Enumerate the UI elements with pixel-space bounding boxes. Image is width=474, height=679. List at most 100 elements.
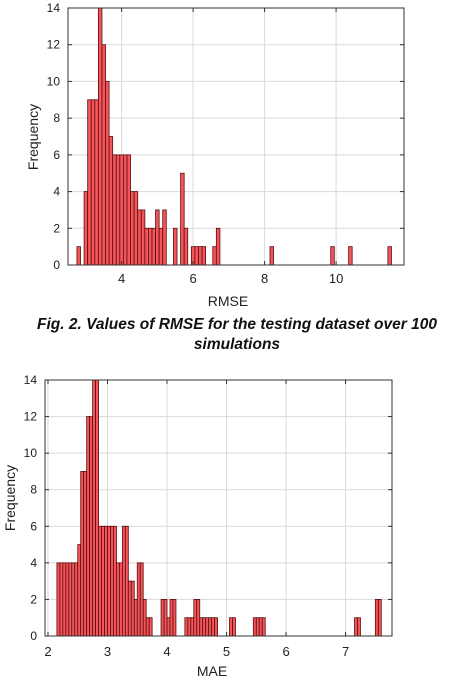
axes-frame xyxy=(44,379,393,637)
y-tick-label: 10 xyxy=(47,74,61,88)
histogram-bar xyxy=(212,246,217,266)
histogram-bar xyxy=(155,209,160,266)
histogram-bar xyxy=(108,136,114,266)
histogram-bar xyxy=(357,617,361,637)
histogram-bar xyxy=(208,617,213,637)
figure-caption: Fig. 2. Values of RMSE for the testing d… xyxy=(0,315,474,355)
histogram-bar xyxy=(110,525,114,637)
histogram-bar xyxy=(112,154,117,266)
histogram-bar xyxy=(199,617,204,637)
x-tick-label: 6 xyxy=(282,644,289,659)
histogram-bar xyxy=(142,599,147,637)
y-tick-label: 8 xyxy=(53,111,60,125)
histogram-bar xyxy=(123,154,128,266)
histogram-bar xyxy=(90,99,96,266)
histogram-bar xyxy=(160,599,165,637)
histogram-bar xyxy=(101,525,105,637)
histogram-bar xyxy=(101,44,106,266)
y-tick-label: 10 xyxy=(24,446,38,460)
histogram-bar xyxy=(127,580,132,637)
histogram-bar xyxy=(86,416,91,637)
histogram-bar xyxy=(113,525,117,637)
histogram-bar xyxy=(172,599,177,637)
histogram-bar xyxy=(133,191,139,266)
histogram-bar xyxy=(130,580,135,637)
histogram-bar xyxy=(98,525,102,637)
x-tick-label: 4 xyxy=(118,271,125,286)
histogram-bar xyxy=(374,599,379,637)
histogram-bar xyxy=(105,81,110,266)
histogram-bar xyxy=(119,154,124,266)
histogram-bar xyxy=(65,562,70,637)
histogram-bar xyxy=(83,471,88,637)
histogram-bar xyxy=(104,525,108,637)
y-tick-label: 2 xyxy=(53,221,60,235)
y-tick-label: 4 xyxy=(53,185,60,199)
y-tick-label: 6 xyxy=(53,148,60,162)
histogram-bar xyxy=(87,99,92,266)
histogram-bar xyxy=(89,416,94,637)
y-tick-label: 8 xyxy=(30,483,37,497)
histogram-bar xyxy=(194,246,199,266)
histogram-bar xyxy=(255,617,260,637)
x-tick-label: 6 xyxy=(189,271,196,286)
histogram-bar xyxy=(269,246,274,266)
histogram-bar xyxy=(190,617,195,637)
caption-line-1: Fig. 2. Values of RMSE for the testing d… xyxy=(37,316,437,333)
histogram-bar xyxy=(119,562,123,637)
x-axis-label: MAE xyxy=(197,663,227,679)
histogram-bar xyxy=(258,617,263,637)
histogram-bar xyxy=(148,617,153,637)
rmse-histogram: 4 6 8 10 0 2 4 6 8 10 12 14 RMSE Frequency xyxy=(25,1,405,309)
histogram-bar xyxy=(180,172,185,266)
histogram-bar xyxy=(151,227,156,266)
histogram-bar xyxy=(158,227,164,266)
histogram-bar xyxy=(145,617,150,637)
histogram-bar xyxy=(162,209,167,266)
histogram-bar xyxy=(71,562,76,637)
x-tick-label: 3 xyxy=(104,644,111,659)
histogram-bar xyxy=(232,617,236,637)
x-tick-label: 8 xyxy=(261,271,268,286)
histogram-bar xyxy=(76,246,81,266)
y-tick-label: 14 xyxy=(24,373,38,387)
histogram-bar xyxy=(133,599,138,637)
histogram-bar xyxy=(193,599,198,637)
histogram-bar xyxy=(387,246,392,266)
histogram-bar xyxy=(136,562,141,637)
histogram-bar xyxy=(252,617,257,637)
histogram-bar xyxy=(214,617,219,637)
histogram-bar xyxy=(354,617,358,637)
histogram-bar xyxy=(107,525,111,637)
x-tick-label: 5 xyxy=(223,644,230,659)
histogram-bar xyxy=(62,562,67,637)
y-tick-label: 0 xyxy=(30,629,37,643)
histogram-bar xyxy=(377,599,382,637)
histogram-bar xyxy=(56,562,61,637)
histogram-bar xyxy=(94,99,99,266)
histogram-bar xyxy=(261,617,266,637)
histogram-bar xyxy=(211,617,216,637)
x-axis-label: RMSE xyxy=(208,293,248,309)
caption-line-2: simulations xyxy=(193,336,281,353)
x-tick-label: 4 xyxy=(163,644,170,659)
histogram-bar xyxy=(183,227,189,266)
histogram-bar xyxy=(229,617,233,637)
x-tick-label: 7 xyxy=(342,644,349,659)
y-axis-label: Frequency xyxy=(2,465,18,531)
plot-area: 4 6 8 10 0 2 4 6 8 10 12 14 xyxy=(47,1,405,286)
histogram-bar xyxy=(97,7,103,266)
histogram-bar xyxy=(173,227,178,266)
histogram-bar xyxy=(115,154,121,266)
axes-frame xyxy=(67,7,405,266)
y-tick-label: 2 xyxy=(30,592,37,606)
y-tick-label: 4 xyxy=(30,556,37,570)
histogram-bar xyxy=(121,525,126,637)
histogram-bar xyxy=(80,471,85,637)
histogram-bar xyxy=(348,246,353,266)
histogram-bar xyxy=(92,379,97,637)
histogram-bar xyxy=(74,562,79,637)
y-axis-label: Frequency xyxy=(25,104,41,170)
